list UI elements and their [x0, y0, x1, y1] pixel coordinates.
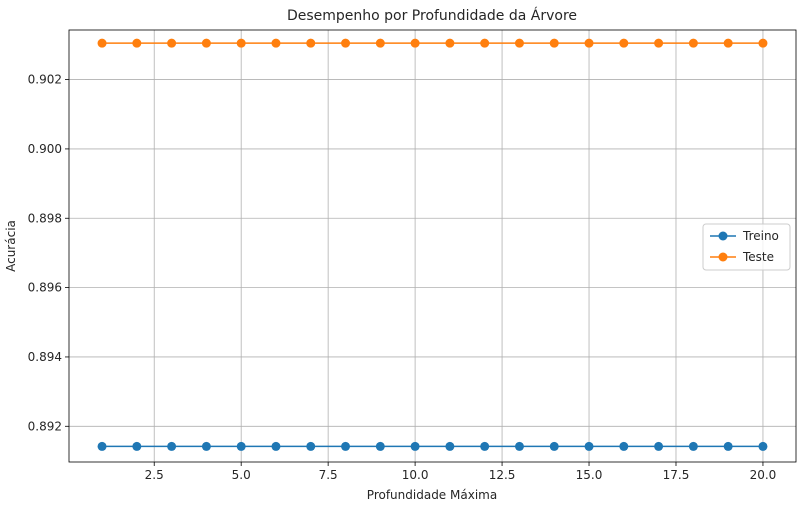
data-point [480, 441, 490, 451]
x-axis-label: Profundidade Máxima [367, 488, 497, 502]
x-tick-label: 12.5 [489, 468, 516, 482]
y-axis-label: Acurácia [4, 220, 18, 272]
legend-item-treino: Treino [710, 229, 779, 243]
data-point [410, 38, 420, 48]
data-point [306, 38, 316, 48]
data-point [410, 441, 420, 451]
x-tick-label: 7.5 [319, 468, 338, 482]
legend-item-teste: Teste [710, 250, 774, 264]
data-point [654, 38, 664, 48]
data-point [375, 38, 385, 48]
x-tick-label: 15.0 [576, 468, 603, 482]
data-point [654, 441, 664, 451]
x-tick-label: 17.5 [663, 468, 690, 482]
legend-marker [718, 231, 728, 241]
y-tick-label: 0.896 [28, 281, 62, 295]
y-tick-label: 0.902 [28, 73, 62, 87]
data-point [306, 441, 316, 451]
chart-title: Desempenho por Profundidade da Árvore [287, 7, 577, 24]
legend-label: Teste [742, 250, 774, 264]
y-tick-label: 0.900 [28, 142, 62, 156]
data-point [132, 38, 142, 48]
data-point [723, 441, 733, 451]
x-tick-label: 2.5 [145, 468, 164, 482]
series-layer [97, 38, 768, 451]
data-point [619, 441, 629, 451]
data-point [480, 38, 490, 48]
data-point [201, 441, 211, 451]
data-point [514, 38, 524, 48]
grid [69, 30, 796, 462]
data-point [167, 441, 177, 451]
data-point [723, 38, 733, 48]
data-point [688, 38, 698, 48]
axis-ticks: 2.5 5.0 7.5 10.0 12.5 15.0 17.5 20.0 0.892 0.894 0… [28, 73, 777, 482]
data-point [584, 441, 594, 451]
data-point [236, 441, 246, 451]
plot-area-frame [68, 29, 797, 463]
data-point [201, 38, 211, 48]
series-teste [97, 38, 768, 48]
data-point [341, 38, 351, 48]
data-point [549, 441, 559, 451]
y-tick-label: 0.898 [28, 211, 62, 225]
data-point [97, 441, 107, 451]
data-point [445, 38, 455, 48]
y-tick-label: 0.892 [28, 419, 62, 433]
data-point [341, 441, 351, 451]
data-point [619, 38, 629, 48]
data-point [167, 38, 177, 48]
data-point [236, 38, 246, 48]
data-point [445, 441, 455, 451]
x-tick-label: 10.0 [402, 468, 429, 482]
x-tick-label: 20.0 [750, 468, 777, 482]
data-point [584, 38, 594, 48]
data-point [549, 38, 559, 48]
legend-label: Treino [742, 229, 779, 243]
data-point [97, 38, 107, 48]
data-point [375, 441, 385, 451]
x-tick-label: 5.0 [232, 468, 251, 482]
data-point [271, 38, 281, 48]
y-tick-label: 0.894 [28, 350, 62, 364]
data-point [271, 441, 281, 451]
legend-marker [718, 252, 728, 262]
legend: Treino Teste [702, 223, 791, 271]
data-point [758, 38, 768, 48]
data-point [132, 441, 142, 451]
data-point [758, 441, 768, 451]
data-point [514, 441, 524, 451]
series-treino [97, 441, 768, 451]
data-point [688, 441, 698, 451]
